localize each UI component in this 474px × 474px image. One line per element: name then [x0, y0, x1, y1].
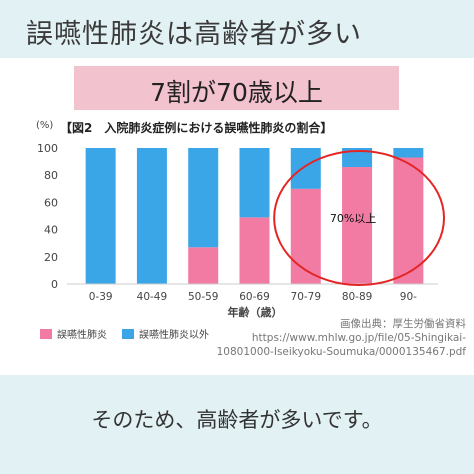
bar-segment-other: [239, 148, 270, 218]
x-tick-label: 40-49: [137, 291, 168, 303]
source-url-line2[interactable]: 10801000-Iseikyoku-Soumuka/0000135467.pd…: [216, 346, 466, 358]
image-source-credit: 画像出典：厚生労働省資料 https://www.mhlw.go.jp/file…: [217, 317, 466, 359]
legend-label: 誤嚥性肺炎: [57, 328, 107, 341]
bar-segment-other: [393, 148, 424, 158]
bar-segment-aspiration: [239, 217, 270, 284]
x-axis-label: 年齢（歳）: [228, 305, 283, 319]
bar-segment-other: [342, 148, 373, 168]
x-tick-label: 0-39: [89, 291, 113, 303]
bar-segment-aspiration: [342, 167, 373, 284]
highlight-circle: [273, 150, 446, 286]
y-tick-label: 40: [44, 224, 58, 237]
legend-swatch: [40, 329, 52, 339]
y-tick-label: 80: [44, 169, 58, 182]
bar-segment-other: [85, 148, 116, 284]
highlight-banner: 7割が70歳以上: [74, 66, 399, 110]
bar-segment-aspiration: [290, 188, 321, 284]
bar-segment-other: [290, 148, 321, 189]
footer-band: そのため、高齢者が多いです。: [0, 375, 474, 474]
legend-label: 誤嚥性肺炎以外: [139, 328, 209, 341]
x-tick-label: 90-: [400, 291, 417, 303]
bar-segment-other: [136, 148, 167, 284]
y-axis-label: (%): [36, 120, 53, 131]
bar-segment-aspiration: [188, 247, 219, 284]
x-tick-label: 80-89: [342, 291, 373, 303]
annotation-label: 70%以上: [330, 212, 376, 225]
footer-text: そのため、高齢者が多いです。: [91, 408, 383, 432]
bar-segment-other: [188, 148, 219, 248]
chart-title: 【図2 入院肺炎症例における誤嚥性肺炎の割合】: [60, 120, 332, 135]
x-tick-label: 60-69: [239, 291, 270, 303]
source-label: 画像出典：厚生労働省資料: [340, 318, 466, 330]
source-url-line1[interactable]: https://www.mhlw.go.jp/file/05-Shingikai…: [251, 332, 466, 344]
header-band: 誤嚥性肺炎は高齢者が多い: [0, 0, 474, 58]
y-tick-label: 20: [44, 251, 58, 264]
page-title: 誤嚥性肺炎は高齢者が多い: [26, 19, 362, 50]
banner-text: 7割が70歳以上: [150, 78, 323, 107]
y-tick-label: 60: [44, 196, 58, 209]
bar-segment-aspiration: [393, 157, 424, 284]
x-tick-label: 70-79: [291, 291, 322, 303]
y-tick-label: 100: [37, 142, 58, 155]
x-tick-label: 50-59: [188, 291, 219, 303]
y-tick-label: 0: [51, 278, 58, 291]
legend-swatch: [122, 329, 134, 339]
stacked-bar-chart: 【図2 入院肺炎症例における誤嚥性肺炎の割合】 (%) 0 20 40 60 80 100…: [36, 120, 446, 341]
